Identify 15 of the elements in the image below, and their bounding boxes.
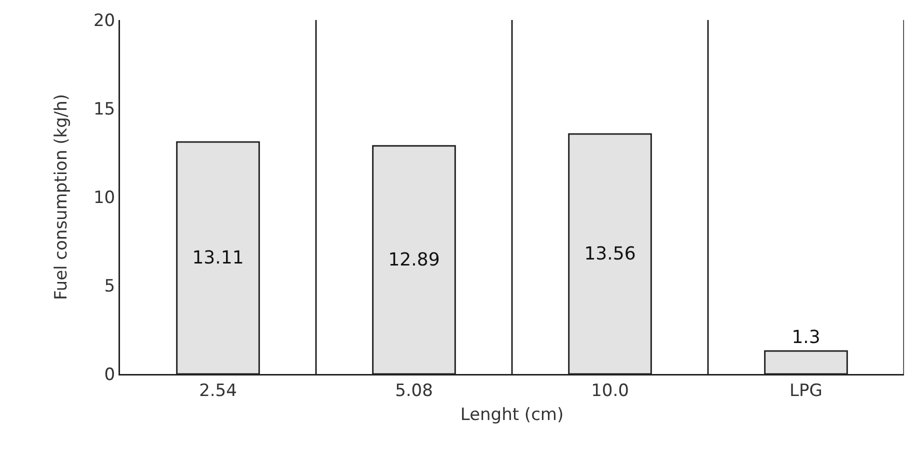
x-tick-label: 2.54 xyxy=(199,380,237,401)
y-axis-title: Fuel consumption (kg/h) xyxy=(51,94,72,300)
x-axis-title: Lenght (cm) xyxy=(460,405,564,426)
y-tick-label: 20 xyxy=(93,10,116,31)
data-label: 1.3 xyxy=(792,326,820,348)
y-tick-label: 10 xyxy=(93,188,116,208)
data-label: 12.89 xyxy=(388,249,440,270)
y-tick-label: 15 xyxy=(93,99,116,120)
y-tick-label: 5 xyxy=(104,276,116,296)
x-tick-label: 10.0 xyxy=(591,380,629,401)
y-tick-label: 0 xyxy=(104,364,116,385)
data-label: 13.56 xyxy=(584,243,636,264)
x-tick-label: LPG xyxy=(790,380,822,401)
data-label: 13.11 xyxy=(192,247,244,268)
x-tick-label: 5.08 xyxy=(395,380,433,401)
